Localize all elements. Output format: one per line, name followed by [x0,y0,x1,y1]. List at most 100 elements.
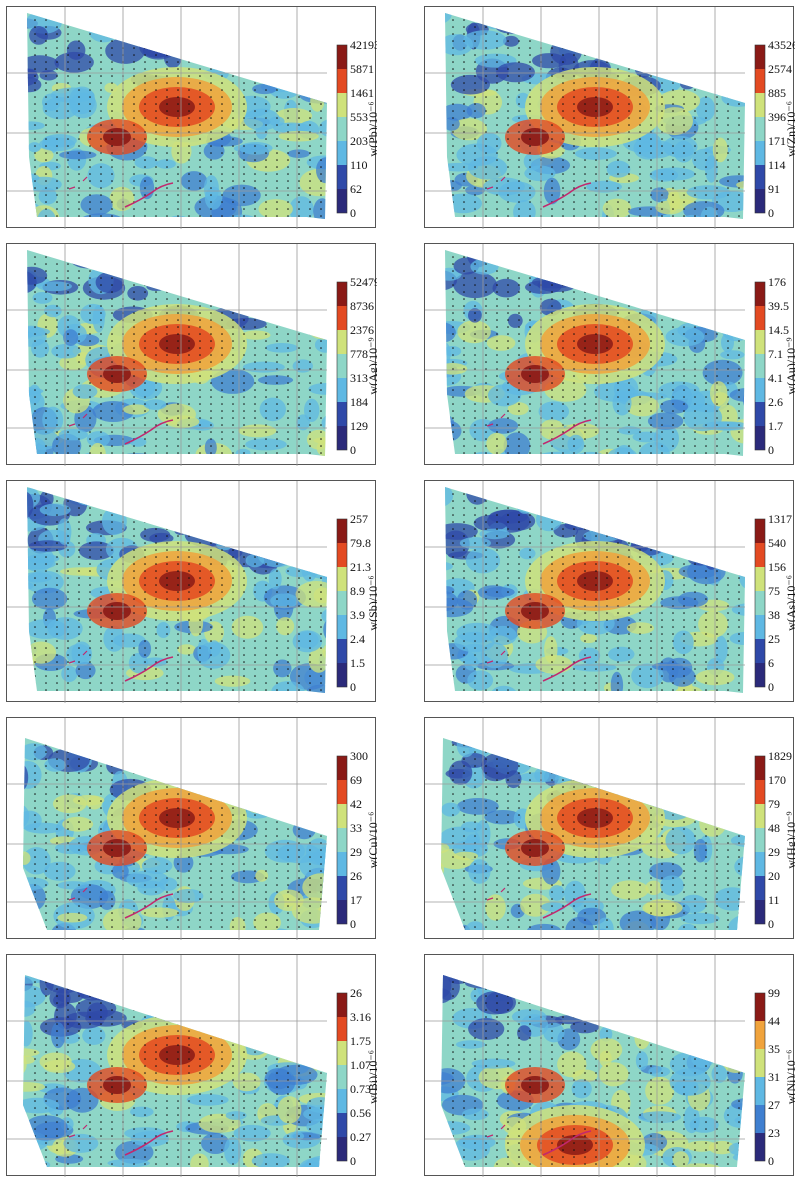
colorbar-tick-label: 553 [350,110,368,124]
anomaly-map-ag: 52479 8736 2376 778 313 184 129 0 w(Ag)/10⁻⁹ [7,244,377,466]
map-panel-sb: 257 79.8 21.3 8.9 3.9 2.4 1.5 0 w(Sb)/10⁻⁶ [6,480,377,703]
coordinate-grid [425,718,745,940]
colorbar-tick-label: 170 [768,773,786,787]
coordinate-grid [7,718,327,940]
colorbar-tick-label: 17 [350,893,362,907]
colorbar-tick-label: 2.4 [350,632,365,646]
colorbar-title: w(As)/10⁻⁶ [784,575,795,631]
outcrop-marker [486,413,592,445]
colorbar-tick-label: 21.3 [350,560,371,574]
anomaly-map-zn: 43526 2574 885 396 171 114 91 0 w(Zn)/10⁻⁶ [425,7,795,229]
colorbar-tick-label: 2574 [768,62,792,76]
colorbar-tick-label: 6 [768,656,774,670]
colorbar-tick-label: 778 [350,347,368,361]
map-area [445,13,745,219]
colorbar-tick-label: 540 [768,536,786,550]
colorbar-tick-label: 20 [768,869,780,883]
colorbar-tick-label: 79.8 [350,536,371,550]
colorbar-tick-label: 43526 [768,38,795,52]
colorbar-title: w(Zn)/10⁻⁶ [784,101,795,157]
coordinate-grid [7,955,327,1177]
coordinate-grid [425,7,745,229]
colorbar-tick-label: 48 [768,821,780,835]
colorbar-legend: 1317 540 156 75 38 25 6 0 w(As)/10⁻⁶ [754,512,795,694]
colorbar-legend: 52479 8736 2376 778 313 184 129 0 w(Ag)/10⁻⁹ [336,275,377,457]
colorbar-tick-label: 62 [350,182,362,196]
colorbar-tick-label: 52479 [350,275,377,289]
colorbar-legend: 257 79.8 21.3 8.9 3.9 2.4 1.5 0 w(Sb)/10⁻⁶ [336,512,377,694]
colorbar-tick-label: 42193 [350,38,377,52]
colorbar-tick-label: 14.5 [768,323,789,337]
colorbar-tick-label: 0 [768,206,774,220]
colorbar-tick-label: 0.27 [350,1130,371,1144]
map-area [445,250,745,456]
colorbar-tick-label: 3.16 [350,1010,371,1024]
colorbar-tick-label: 110 [350,158,368,172]
outcrop-marker [68,176,174,208]
outcrop-marker [68,1124,174,1156]
map-panel-pb: 42193 5871 1461 553 203 110 62 0 w(Pb)/10⁻⁶ [6,6,377,229]
colorbar-tick-label: 39.5 [768,299,789,313]
colorbar-title: w(Pb)/10⁻⁶ [366,101,377,156]
colorbar-tick-label: 29 [768,845,780,859]
anomaly-map-cu: 300 69 42 33 29 26 17 0 w(Cu)/10⁻⁶ [7,718,377,940]
colorbar-tick-label: 0 [768,680,774,694]
colorbar-tick-label: 75 [768,584,780,598]
map-panel-hg: 1829 170 79 48 29 20 11 0 w(Hg)/10⁻⁹ [424,717,795,940]
map-area [27,250,327,456]
colorbar-tick-label: 8.9 [350,584,365,598]
outcrop-marker [68,887,174,919]
colorbar-title: w(Sb)/10⁻⁶ [366,575,377,630]
colorbar-tick-label: 27 [768,1098,780,1112]
colorbar-title: w(Ag)/10⁻⁹ [366,337,377,394]
colorbar-tick-label: 313 [350,371,368,385]
map-area [441,975,745,1167]
colorbar-tick-label: 203 [350,134,368,148]
coordinate-grid [7,481,327,703]
colorbar-tick-label: 29 [350,845,362,859]
map-panel-as: 1317 540 156 75 38 25 6 0 w(As)/10⁻⁶ [424,480,795,703]
colorbar-tick-label: 26 [350,869,362,883]
colorbar-tick-label: 300 [350,749,368,763]
colorbar-tick-label: 0 [350,680,356,694]
colorbar-title: w(Hg)/10⁻⁹ [784,811,795,868]
colorbar-legend: 1829 170 79 48 29 20 11 0 w(Hg)/10⁻⁹ [754,749,795,931]
outcrop-marker [486,887,592,919]
outcrop-marker [68,650,174,682]
anomaly-map-au: 176 39.5 14.5 7.1 4.1 2.6 1.7 0 w(Au)/10⁻⁹ [425,244,795,466]
colorbar-tick-label: 2.6 [768,395,783,409]
colorbar-tick-label: 184 [350,395,368,409]
anomaly-map-ni: 99 44 35 31 27 23 0 w(Ni)/10⁻⁶ [425,955,795,1177]
colorbar-tick-label: 35 [768,1042,780,1056]
coordinate-grid [425,244,745,466]
colorbar-tick-label: 91 [768,182,780,196]
colorbar-tick-label: 0 [350,443,356,457]
outcrop-marker [486,650,592,682]
colorbar-tick-label: 257 [350,512,368,526]
colorbar-legend: 300 69 42 33 29 26 17 0 w(Cu)/10⁻⁶ [336,749,377,931]
colorbar-tick-label: 38 [768,608,780,622]
colorbar-tick-label: 0.73 [350,1082,371,1096]
colorbar-tick-label: 5871 [350,62,374,76]
outcrop-marker [486,176,592,208]
colorbar-tick-label: 1461 [350,86,374,100]
colorbar-tick-label: 69 [350,773,362,787]
anomaly-map-sb: 257 79.8 21.3 8.9 3.9 2.4 1.5 0 w(Sb)/10⁻⁶ [7,481,377,703]
map-panel-cu: 300 69 42 33 29 26 17 0 w(Cu)/10⁻⁶ [6,717,377,940]
map-area [23,738,327,930]
colorbar-legend: 43526 2574 885 396 171 114 91 0 w(Zn)/10⁻⁶ [754,38,795,220]
colorbar-tick-label: 2376 [350,323,374,337]
map-area [441,738,745,930]
colorbar-title: w(Bi)/10⁻⁶ [366,1050,377,1104]
colorbar-tick-label: 0 [350,206,356,220]
colorbar-legend: 42193 5871 1461 553 203 110 62 0 w(Pb)/10⁻⁶ [336,38,377,220]
colorbar-tick-label: 42 [350,797,362,811]
colorbar-tick-label: 0 [768,917,774,931]
colorbar-tick-label: 156 [768,560,786,574]
coordinate-grid [7,7,327,229]
colorbar-legend: 99 44 35 31 27 23 0 w(Ni)/10⁻⁶ [754,986,795,1168]
colorbar-tick-label: 1829 [768,749,792,763]
colorbar-tick-label: 0 [350,917,356,931]
anomaly-map-pb: 42193 5871 1461 553 203 110 62 0 w(Pb)/10⁻⁶ [7,7,377,229]
coordinate-grid [425,481,745,703]
